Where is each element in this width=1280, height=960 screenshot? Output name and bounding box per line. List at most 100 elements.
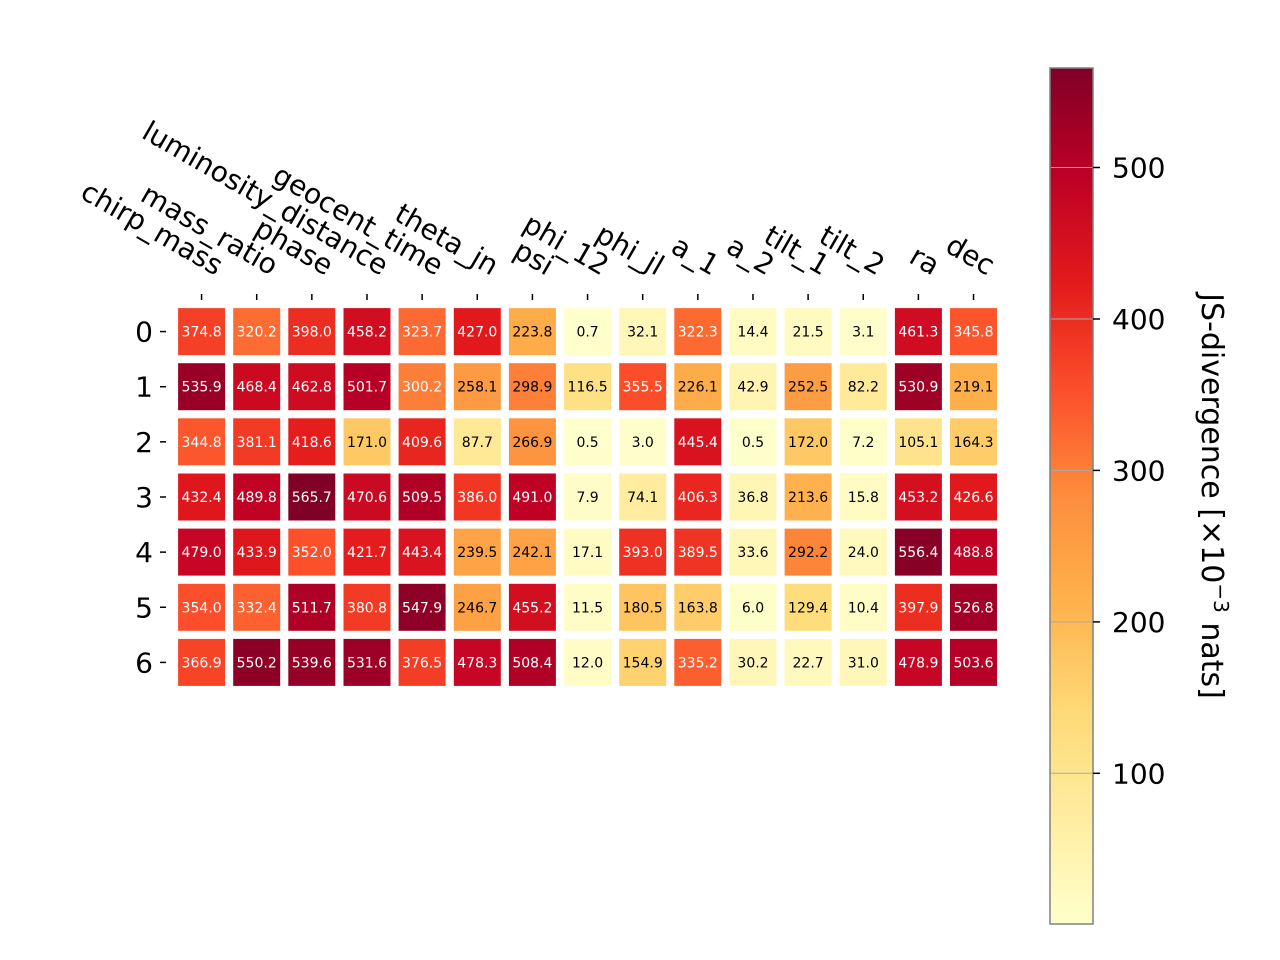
heatmap-cell bbox=[508, 528, 556, 576]
heatmap-cell bbox=[178, 473, 226, 521]
cell-value-label: 508.4 bbox=[512, 655, 552, 671]
cell-value-label: 556.4 bbox=[898, 545, 938, 561]
cell-value-label: 300.2 bbox=[402, 380, 442, 396]
cell-value-label: 171.0 bbox=[347, 435, 387, 451]
cell-value-label: 33.6 bbox=[737, 545, 768, 561]
cell-value-label: 219.1 bbox=[953, 380, 993, 396]
cell-value-label: 427.0 bbox=[457, 325, 497, 341]
cell-value-label: 87.7 bbox=[462, 435, 493, 451]
heatmap-cell bbox=[564, 418, 612, 466]
heatmap-cell bbox=[343, 363, 391, 411]
heatmap-cell bbox=[178, 308, 226, 356]
heatmap-cell bbox=[288, 473, 336, 521]
column-tick-label: dec bbox=[940, 228, 1000, 282]
cell-value-label: 398.0 bbox=[292, 325, 332, 341]
cell-value-label: 354.0 bbox=[182, 600, 222, 616]
heatmap-cell bbox=[398, 308, 446, 356]
cell-value-label: 163.8 bbox=[678, 600, 718, 616]
colorbar-tick-label: 500 bbox=[1112, 152, 1165, 185]
cell-value-label: 320.2 bbox=[237, 325, 277, 341]
heatmap-cell bbox=[619, 363, 667, 411]
heatmap-cell bbox=[894, 308, 942, 356]
heatmap-cell bbox=[729, 363, 777, 411]
heatmap-cell bbox=[508, 363, 556, 411]
cell-value-label: 458.2 bbox=[347, 325, 387, 341]
cell-value-label: 453.2 bbox=[898, 490, 938, 506]
heatmap-cell bbox=[729, 583, 777, 631]
heatmap-cell bbox=[453, 363, 501, 411]
cell-value-label: 24.0 bbox=[848, 545, 879, 561]
heatmap-cell bbox=[839, 583, 887, 631]
column-tick-label: ra bbox=[904, 239, 945, 282]
cell-value-label: 3.0 bbox=[632, 435, 654, 451]
heatmap-cell bbox=[619, 583, 667, 631]
cell-value-label: 344.8 bbox=[182, 435, 222, 451]
heatmap-cell bbox=[950, 308, 997, 356]
heatmap-cell bbox=[453, 418, 501, 466]
heatmap-cell bbox=[453, 308, 501, 356]
heatmap-cell bbox=[729, 638, 777, 686]
cell-value-label: 539.6 bbox=[292, 655, 332, 671]
heatmap-cell bbox=[398, 528, 446, 576]
colorbar-label-main: JS-divergence [×10 bbox=[1194, 291, 1229, 583]
heatmap-cell bbox=[178, 363, 226, 411]
heatmap-cell bbox=[619, 638, 667, 686]
cell-value-label: 332.4 bbox=[237, 600, 277, 616]
cell-value-label: 550.2 bbox=[237, 655, 277, 671]
cell-value-label: 323.7 bbox=[402, 325, 442, 341]
heatmap-cell bbox=[950, 418, 997, 466]
heatmap-cell bbox=[453, 583, 501, 631]
heatmap-cell bbox=[288, 308, 336, 356]
cell-value-label: 15.8 bbox=[848, 490, 879, 506]
heatmap-cell bbox=[784, 473, 832, 521]
row-tick-label: 3 bbox=[135, 481, 153, 514]
heatmap-cell bbox=[343, 308, 391, 356]
heatmap-cell bbox=[894, 418, 942, 466]
cell-value-label: 470.6 bbox=[347, 490, 387, 506]
heatmap-cell bbox=[288, 418, 336, 466]
heatmap-cell bbox=[950, 528, 997, 576]
heatmap-cell bbox=[950, 638, 997, 686]
cell-value-label: 105.1 bbox=[898, 435, 938, 451]
cell-value-label: 0.5 bbox=[576, 435, 598, 451]
cell-value-label: 82.2 bbox=[848, 380, 879, 396]
heatmap-cell bbox=[564, 638, 612, 686]
heatmap-cell bbox=[950, 363, 997, 411]
heatmap-cell bbox=[233, 473, 281, 521]
heatmap-cell bbox=[288, 363, 336, 411]
cell-value-label: 3.1 bbox=[852, 325, 874, 341]
cell-value-label: 462.8 bbox=[292, 380, 332, 396]
cell-value-label: 489.8 bbox=[237, 490, 277, 506]
colorbar-label: JS-divergence [×10−3 nats] bbox=[1194, 291, 1233, 699]
heatmap-cell bbox=[619, 308, 667, 356]
heatmap-cell bbox=[398, 418, 446, 466]
heatmap-cell bbox=[894, 363, 942, 411]
heatmap-cells: 374.8 320.2 398.0 458.2 323.7 427.0 223.8 0.7 32… bbox=[178, 308, 997, 686]
heatmap-cell bbox=[729, 418, 777, 466]
colorbar-ticks: 100 200 300 400 500 bbox=[1051, 152, 1165, 790]
heatmap-cell bbox=[894, 638, 942, 686]
heatmap-cell bbox=[233, 308, 281, 356]
cell-value-label: 478.9 bbox=[898, 655, 938, 671]
heatmap-cell bbox=[398, 583, 446, 631]
heatmap-cell bbox=[619, 418, 667, 466]
cell-value-label: 74.1 bbox=[627, 490, 658, 506]
cell-value-label: 213.6 bbox=[788, 490, 828, 506]
row-tick-label: 6 bbox=[135, 646, 153, 679]
row-tick-label: 5 bbox=[135, 591, 153, 624]
heatmap-cell bbox=[564, 363, 612, 411]
heatmap-cell bbox=[729, 528, 777, 576]
heatmap-cell bbox=[784, 308, 832, 356]
heatmap-cell bbox=[839, 363, 887, 411]
heatmap-cell bbox=[178, 418, 226, 466]
cell-value-label: 0.7 bbox=[576, 325, 598, 341]
heatmap-cell bbox=[508, 473, 556, 521]
cell-value-label: 445.4 bbox=[678, 435, 718, 451]
heatmap-cell bbox=[674, 363, 722, 411]
heatmap-cell bbox=[233, 528, 281, 576]
heatmap-cell bbox=[178, 528, 226, 576]
cell-value-label: 366.9 bbox=[182, 655, 222, 671]
heatmap-cell bbox=[784, 638, 832, 686]
cell-value-label: 376.5 bbox=[402, 655, 442, 671]
